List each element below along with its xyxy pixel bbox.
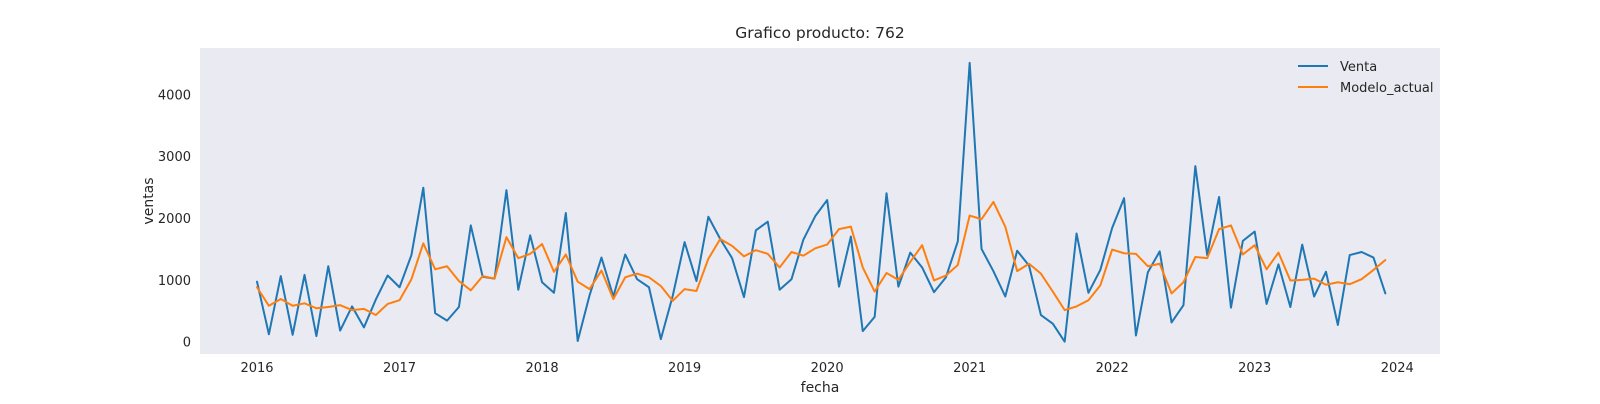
legend-item-modelo-actual: Modelo_actual — [1298, 81, 1434, 96]
y-tick-label: 3000 — [158, 150, 191, 165]
x-tick-label: 2018 — [526, 361, 559, 376]
plot-area — [200, 48, 1440, 354]
series-line-modelo-actual — [256, 200, 1387, 317]
legend-label: Modelo_actual — [1340, 81, 1434, 96]
legend-item-venta: Venta — [1298, 60, 1377, 75]
x-tick-label: 2019 — [668, 361, 701, 376]
series-line-venta — [256, 61, 1387, 343]
y-tick-label: 4000 — [158, 88, 191, 103]
x-axis: 2016 2017 2018 2019 2020 2021 2022 2023 2024 — [240, 361, 1413, 376]
y-tick-label: 0 — [183, 336, 191, 351]
series-layer — [256, 61, 1387, 343]
x-tick-label: 2023 — [1238, 361, 1271, 376]
x-tick-label: 2016 — [240, 361, 273, 376]
y-axis-label: ventas — [141, 177, 157, 224]
x-tick-label: 2017 — [383, 361, 416, 376]
x-axis-label: fecha — [801, 380, 840, 396]
x-tick-label: 2020 — [811, 361, 844, 376]
y-tick-label: 2000 — [158, 212, 191, 227]
x-tick-label: 2024 — [1381, 361, 1414, 376]
y-tick-label: 1000 — [158, 274, 191, 289]
x-tick-label: 2021 — [953, 361, 986, 376]
x-tick-label: 2022 — [1096, 361, 1129, 376]
y-axis: 0 1000 2000 3000 4000 — [158, 88, 191, 350]
legend: Venta Modelo_actual — [1298, 60, 1434, 96]
legend-label: Venta — [1340, 60, 1377, 75]
chart-title: Grafico producto: 762 — [735, 24, 904, 42]
